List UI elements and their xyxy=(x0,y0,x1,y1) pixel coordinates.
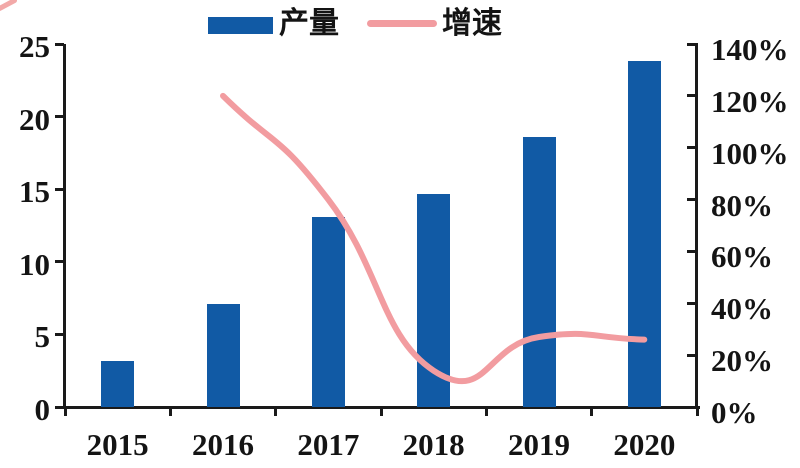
bottom-axis-tick xyxy=(168,407,172,416)
left-axis-tick-label: 10 xyxy=(19,246,50,282)
right-axis-tick xyxy=(687,146,698,150)
bottom-axis-tick xyxy=(379,407,383,416)
legend-label-production: 产量 xyxy=(279,7,339,40)
bar-2016 xyxy=(206,303,240,407)
legend-bar-swatch xyxy=(208,17,273,34)
left-axis-tick-label: 20 xyxy=(19,101,50,137)
left-axis-tick-label: 0 xyxy=(34,392,51,427)
right-axis-tick-label: 20% xyxy=(711,343,773,379)
right-axis-tick-label: 80% xyxy=(711,187,773,223)
left-axis-tick-label: 15 xyxy=(19,174,50,210)
right-axis-tick xyxy=(687,353,698,357)
bar-2015 xyxy=(101,360,135,407)
x-axis-year-label: 2019 xyxy=(507,427,570,462)
growth-line-series xyxy=(220,92,648,385)
left-axis-tick-label: 5 xyxy=(34,319,51,355)
bottom-axis-tick xyxy=(63,407,67,416)
left-axis-line xyxy=(63,44,66,407)
left-axis-tick xyxy=(55,332,64,336)
left-axis-tick xyxy=(55,115,64,119)
left-axis-tick xyxy=(55,42,64,46)
corner-red-artifact xyxy=(0,0,18,12)
x-axis-year-label: 2015 xyxy=(86,427,149,462)
right-axis-tick xyxy=(687,301,698,305)
right-axis-tick-label: 60% xyxy=(711,239,773,275)
right-axis-tick-label: 40% xyxy=(711,291,773,327)
bottom-axis-tick xyxy=(484,407,488,416)
right-axis-tick xyxy=(687,405,698,409)
bar-2020 xyxy=(627,61,661,407)
x-axis-year-label: 2020 xyxy=(613,427,676,462)
left-axis-tick-label: 25 xyxy=(19,29,50,64)
right-axis-tick xyxy=(687,42,698,46)
bar-2017 xyxy=(311,216,345,407)
bottom-axis-tick xyxy=(274,407,278,416)
bottom-axis-tick xyxy=(590,407,594,416)
bar-2019 xyxy=(522,136,556,407)
left-axis-tick xyxy=(55,405,64,409)
right-axis-tick-label: 140% xyxy=(711,32,789,67)
right-axis-line xyxy=(695,44,698,407)
x-axis-year-label: 2017 xyxy=(297,427,360,462)
bottom-axis-tick xyxy=(695,407,699,416)
x-axis-year-label: 2018 xyxy=(402,427,465,462)
growth-line-path xyxy=(220,92,648,385)
right-axis-tick xyxy=(687,198,698,202)
left-axis-tick xyxy=(55,187,64,191)
right-axis-tick xyxy=(687,249,698,253)
right-axis-tick-label: 100% xyxy=(711,135,789,171)
x-axis-year-label: 2016 xyxy=(191,427,254,462)
right-axis-tick-label: 0% xyxy=(711,395,758,430)
plot-area xyxy=(65,44,697,407)
left-axis-tick xyxy=(55,260,64,264)
right-axis-tick xyxy=(687,94,698,98)
legend-line-swatch xyxy=(367,20,437,27)
right-axis-tick-label: 120% xyxy=(711,83,789,119)
legend-label-growth: 增速 xyxy=(442,7,502,40)
